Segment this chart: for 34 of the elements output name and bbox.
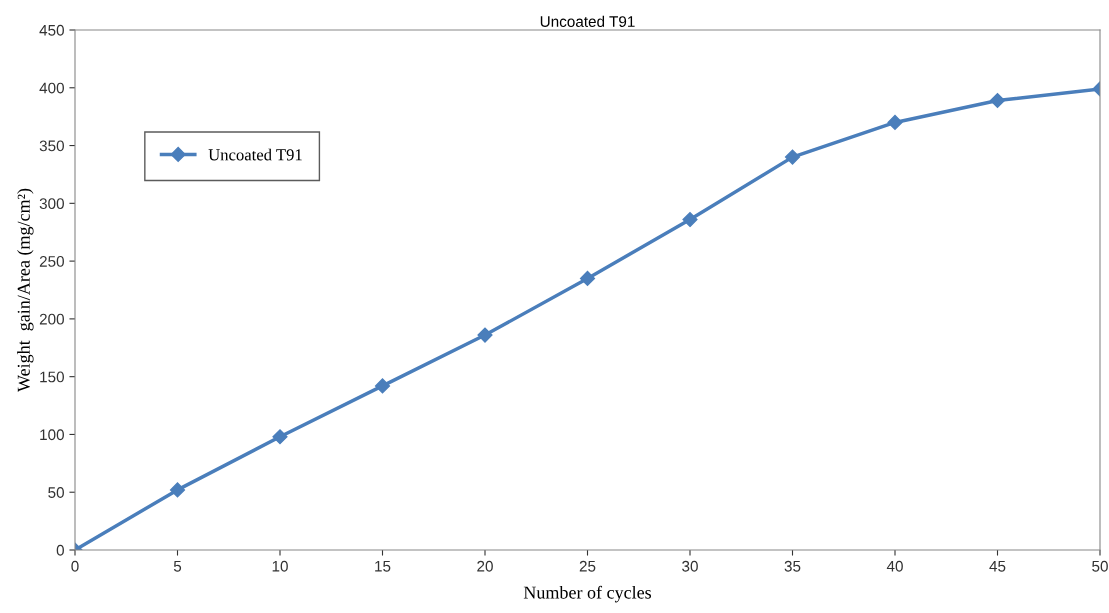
x-axis-title: Number of cycles — [523, 585, 652, 603]
y-tick-label: 150 — [40, 371, 64, 383]
y-tick-label: 50 — [48, 487, 64, 498]
y-tick-label: 400 — [39, 82, 64, 94]
x-tick-label: 5 — [173, 560, 182, 572]
point — [374, 378, 391, 394]
point — [272, 429, 288, 445]
point — [887, 114, 903, 131]
y-tick-label: 250 — [39, 255, 64, 267]
chart-title: Uncoated T91 — [540, 15, 635, 27]
point — [579, 270, 596, 287]
y-tick-label: 450 — [39, 24, 64, 36]
y-axis-title: Weight gain/Area (mg/cm²) — [17, 188, 34, 392]
x-tick-label: 35 — [784, 560, 801, 572]
y-tick-label: 350 — [39, 140, 64, 152]
point — [989, 92, 1006, 109]
y-tick-label: 200 — [39, 313, 64, 325]
y-tick-label: 300 — [39, 198, 64, 210]
x-tick-label: 50 — [1092, 560, 1108, 572]
x-tick-label: 30 — [682, 560, 698, 572]
x-tick-label: 0 — [71, 560, 79, 572]
x-tick-label: 45 — [989, 560, 1006, 572]
point — [169, 482, 186, 498]
x-tick-label: 10 — [272, 560, 288, 572]
legend-label: Uncoated T91 — [208, 148, 302, 161]
x-tick-label: 25 — [579, 560, 596, 572]
point — [477, 327, 493, 343]
y-tick-label: 100 — [40, 429, 64, 441]
x-tick-label: 40 — [886, 560, 903, 572]
y-tick-label: 0 — [56, 544, 64, 556]
x-tick-label: 15 — [375, 560, 391, 572]
point — [682, 211, 698, 228]
point — [784, 149, 801, 165]
x-tick-label: 20 — [477, 560, 493, 572]
